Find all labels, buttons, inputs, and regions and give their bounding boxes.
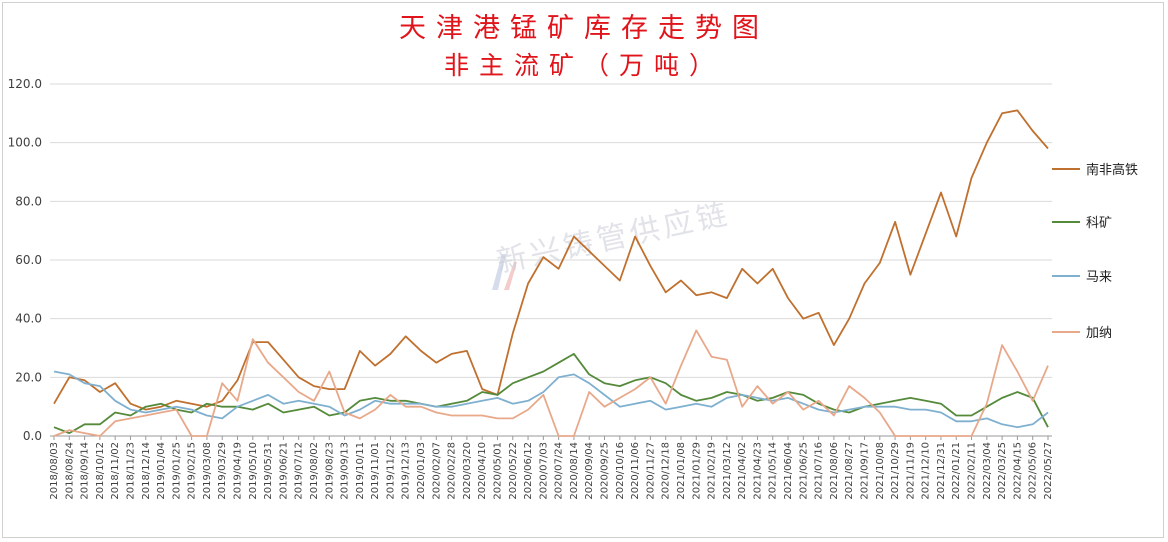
- x-tick-label: 2019/01/04: [156, 442, 167, 500]
- y-tick-label: 40.0: [15, 312, 42, 326]
- x-tick-label: 2021/08/06: [829, 442, 840, 500]
- x-tick-label: 2020/10/16: [615, 442, 626, 500]
- x-axis-ticks: 2018/08/03 2018/08/24 2018/09/14 2018/10/12…: [49, 436, 1054, 500]
- x-tick-label: 2021/05/14: [768, 442, 779, 500]
- x-tick-label: 2020/07/03: [538, 442, 549, 500]
- y-tick-label: 120.0: [8, 77, 42, 91]
- x-tick-label: 2022/03/04: [982, 442, 993, 500]
- x-tick-label: 2018/08/24: [64, 442, 75, 500]
- x-tick-label: 2021/01/29: [691, 442, 702, 500]
- x-tick-label: 2018/08/03: [49, 442, 60, 500]
- x-tick-label: 2019/02/15: [187, 442, 198, 500]
- x-tick-label: 2021/01/08: [676, 442, 687, 500]
- gridlines: [50, 83, 1052, 437]
- x-tick-label: 2020/02/07: [431, 442, 442, 500]
- chart-title: 天津港锰矿库存走势图: [399, 13, 769, 44]
- x-tick-label: 2018/12/14: [141, 442, 152, 500]
- x-tick-label: 2020/12/18: [661, 442, 672, 500]
- y-tick-label: 0.0: [23, 429, 42, 443]
- x-tick-label: 2020/06/12: [523, 442, 534, 500]
- x-tick-label: 2020/11/06: [630, 442, 641, 500]
- x-tick-label: 2022/03/25: [997, 442, 1008, 500]
- x-tick-label: 2021/12/10: [921, 442, 932, 500]
- x-tick-label: 2020/09/25: [600, 442, 611, 500]
- x-tick-label: 2019/03/08: [202, 442, 213, 500]
- x-tick-label: 2019/03/29: [217, 442, 228, 500]
- x-tick-label: 2019/01/25: [171, 442, 182, 500]
- y-axis-ticks: 0.0 20.0 40.0 60.0 80.0 100.0 120.0: [8, 77, 42, 443]
- x-tick-label: 2019/09/13: [340, 442, 351, 500]
- x-tick-label: 2021/11/19: [905, 442, 916, 500]
- chart-subtitle: 非主流矿（万吨）: [443, 51, 724, 80]
- x-tick-label: 2021/06/25: [798, 442, 809, 500]
- x-tick-label: 2019/11/01: [370, 442, 381, 500]
- x-tick-label: 2022/05/27: [1043, 442, 1054, 500]
- x-tick-label: 2019/05/31: [263, 442, 274, 500]
- series-lines: [53, 109, 1049, 437]
- x-tick-label: 2018/09/14: [80, 442, 91, 500]
- x-tick-label: 2021/02/19: [707, 442, 718, 500]
- x-tick-label: 2020/07/24: [554, 442, 565, 500]
- x-tick-label: 2020/09/04: [584, 442, 595, 500]
- x-tick-label: 2018/10/12: [95, 442, 106, 500]
- x-tick-label: 2019/08/23: [324, 442, 335, 500]
- x-tick-label: 2021/07/16: [814, 442, 825, 500]
- x-tick-label: 2019/10/11: [355, 442, 366, 500]
- x-tick-label: 2022/02/11: [967, 442, 978, 500]
- x-tick-label: 2019/05/10: [248, 442, 259, 500]
- series-line-2: [53, 352, 1049, 435]
- x-tick-label: 2021/10/08: [875, 442, 886, 500]
- x-tick-label: 2020/01/03: [416, 442, 427, 500]
- y-tick-label: 60.0: [15, 253, 42, 267]
- legend-label: 加纳: [1086, 326, 1112, 341]
- x-tick-label: 2021/06/04: [783, 442, 794, 500]
- x-tick-label: 2021/09/17: [859, 442, 870, 500]
- x-tick-label: 2019/07/12: [294, 442, 305, 500]
- x-tick-label: 2022/01/21: [951, 442, 962, 500]
- x-tick-label: 2018/11/02: [110, 442, 121, 500]
- x-tick-label: 2019/08/02: [309, 442, 320, 500]
- x-tick-label: 2020/03/20: [462, 442, 473, 500]
- x-tick-label: 2022/04/15: [1012, 442, 1023, 500]
- series-line-4: [53, 329, 1049, 437]
- x-tick-label: 2019/12/13: [401, 442, 412, 500]
- legend-label: 南非高铁: [1086, 162, 1138, 178]
- series-line-1: [53, 109, 1049, 411]
- x-tick-label: 2020/11/27: [645, 442, 656, 500]
- x-tick-label: 2021/03/12: [722, 442, 733, 500]
- x-tick-label: 2020/04/10: [477, 442, 488, 500]
- x-tick-label: 2021/10/29: [890, 442, 901, 500]
- watermark-logo-icon: [492, 254, 517, 290]
- x-tick-label: 2020/02/28: [447, 442, 458, 500]
- series-line-3: [53, 370, 1049, 429]
- x-tick-label: 2021/04/02: [737, 442, 748, 500]
- x-tick-label: 2021/04/23: [752, 442, 763, 500]
- y-tick-label: 100.0: [8, 136, 42, 150]
- y-tick-label: 80.0: [15, 194, 42, 208]
- x-tick-label: 2020/08/14: [569, 442, 580, 500]
- x-tick-label: 2019/04/19: [233, 442, 244, 500]
- x-tick-label: 2021/12/31: [936, 442, 947, 500]
- x-tick-label: 2020/05/22: [508, 442, 519, 500]
- x-tick-label: 2018/11/23: [125, 442, 136, 500]
- x-tick-label: 2020/05/01: [492, 442, 503, 500]
- legend-label: 科矿: [1086, 216, 1112, 231]
- x-tick-label: 2022/05/06: [1028, 442, 1039, 500]
- x-tick-label: 2019/11/22: [385, 442, 396, 500]
- y-tick-label: 20.0: [15, 370, 42, 384]
- x-tick-label: 2019/06/21: [278, 442, 289, 500]
- legend-label: 马来: [1086, 270, 1112, 285]
- x-tick-label: 2021/08/27: [844, 442, 855, 500]
